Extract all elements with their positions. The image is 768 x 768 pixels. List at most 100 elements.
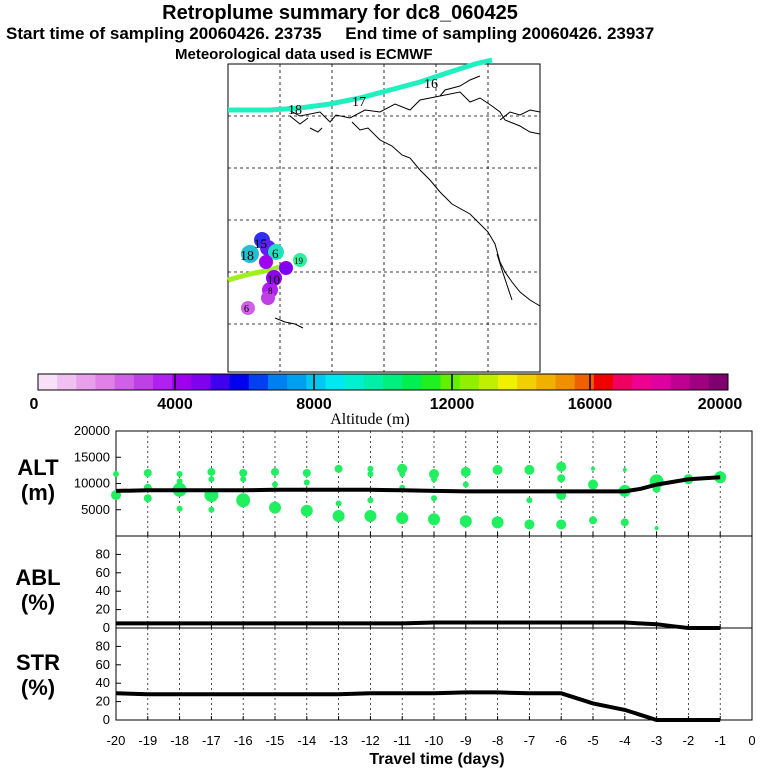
altitude-dot (236, 493, 251, 508)
y-tick-label: 60 (96, 565, 110, 580)
altitude-dot (207, 467, 216, 476)
altitude-dot (431, 495, 437, 502)
panel-alt: 5000 10000 15000 20000 (74, 423, 753, 537)
coastlines (227, 75, 541, 329)
colorbar-swatch (459, 374, 480, 390)
colorbar-swatch (248, 374, 269, 390)
colorbar-swatch (440, 374, 461, 390)
altitude-dot (334, 464, 343, 473)
colorbar-swatch (670, 374, 691, 390)
colorbar-swatch (383, 374, 403, 390)
track-label: 16 (424, 77, 438, 92)
colorbar-swatch (708, 374, 729, 390)
altitude-dot (300, 504, 313, 517)
abl-unit: (%) (21, 590, 55, 615)
y-tick-label: 60 (96, 657, 110, 672)
cluster-label: 19 (294, 256, 304, 266)
colorbar-swatch (191, 374, 211, 390)
colorbar-tick: 4000 (157, 396, 193, 413)
x-tick-label: 0 (748, 733, 755, 748)
x-tick-label: -2 (683, 733, 695, 748)
colorbar-swatch (536, 374, 556, 390)
colorbar-swatch (287, 374, 307, 390)
altitude-dot (113, 471, 119, 478)
altitude-dot (302, 469, 311, 477)
altitude-dot (622, 467, 627, 472)
colorbar-swatch (76, 374, 96, 390)
x-tick-label: -14 (297, 733, 316, 748)
x-tick-label: -5 (587, 733, 599, 748)
x-tick-label: -17 (202, 733, 221, 748)
y-tick-label: 20000 (74, 423, 110, 438)
altitude-dot (556, 519, 567, 530)
colorbar-swatch (632, 374, 652, 390)
altitude-dot (332, 510, 345, 523)
map-gridlines (228, 64, 540, 372)
altitude-dot (399, 471, 406, 478)
colorbar-frame (37, 373, 729, 391)
colorbar-tick-labels: 0 4000 8000 12000 16000 20000 (30, 396, 743, 413)
colorbar-swatch (210, 374, 231, 390)
x-tick-label: -1 (714, 733, 726, 748)
altitude-dot (491, 516, 504, 529)
panel-abl: 0 20 40 60 80 (96, 535, 753, 635)
colorbar-swatch (478, 374, 499, 390)
altitude-dot (459, 515, 472, 528)
colorbar-swatch (133, 374, 154, 390)
y-tick-label: 15000 (74, 449, 110, 464)
colorbar-swatch (229, 374, 250, 390)
y-tick-label: 5000 (81, 502, 110, 517)
colorbar-swatch (593, 374, 614, 390)
x-tick-label: -11 (393, 733, 411, 748)
colorbar-tick: 20000 (698, 396, 743, 413)
colorbar-swatch (325, 374, 346, 390)
altitude-dot (176, 471, 183, 478)
colorbar-swatch (344, 374, 365, 390)
colorbar-swatch (306, 374, 326, 390)
altitude-dot (397, 463, 408, 474)
str-unit: (%) (21, 675, 55, 700)
y-tick-label: 20 (96, 602, 110, 617)
x-tick-label: -4 (619, 733, 631, 748)
altitude-dot (239, 469, 248, 477)
altitude-dot (591, 466, 595, 471)
plume-dot (279, 261, 293, 275)
altitude-dot (460, 466, 471, 477)
y-tick-label: 80 (96, 546, 110, 561)
colorbar-swatch (613, 374, 633, 390)
altitude-dot (428, 513, 440, 526)
altitude-dot (143, 494, 152, 503)
met-data-note: Meteorological data used is ECMWF (175, 46, 433, 63)
time-series-panels: 5000100001500020000020406080020406080-20… (74, 423, 756, 748)
panel-str: 0 20 40 60 80 (96, 627, 753, 727)
altitude-colorbar (37, 373, 729, 391)
colorbar-swatch (363, 374, 384, 390)
plume-dot (241, 301, 255, 315)
map: 18 17 16 15 18 6 19 10 8 6 (227, 57, 541, 373)
plume-dot (241, 245, 259, 263)
cluster-label: 8 (268, 286, 273, 296)
altitude-dot (176, 505, 183, 512)
colorbar-tick: 0 (30, 396, 39, 413)
altitude-dot (431, 476, 437, 483)
altitude-dot (396, 512, 409, 525)
y-tick-label: 0 (103, 712, 110, 727)
colorbar-swatch (574, 374, 595, 390)
x-tick-label: -16 (234, 733, 253, 748)
colorbar-swatch (555, 374, 576, 390)
altitude-dot (492, 464, 503, 475)
altitude-dot (143, 469, 152, 477)
altitude-dot (556, 461, 567, 472)
sampling-times: Start time of sampling 20060426. 23735 E… (6, 24, 654, 44)
altitude-dot (526, 497, 533, 504)
plume-dot (259, 255, 273, 269)
altitude-dot (524, 519, 535, 530)
altitude-dot (176, 478, 183, 485)
x-tick-label: -15 (266, 733, 285, 748)
altitude-dot (364, 510, 377, 523)
plume-dot (293, 253, 307, 267)
y-tick-label: 20 (96, 694, 110, 709)
colorbar-swatch (498, 374, 518, 390)
colorbar-tick: 8000 (296, 396, 332, 413)
map-frame (227, 63, 541, 373)
